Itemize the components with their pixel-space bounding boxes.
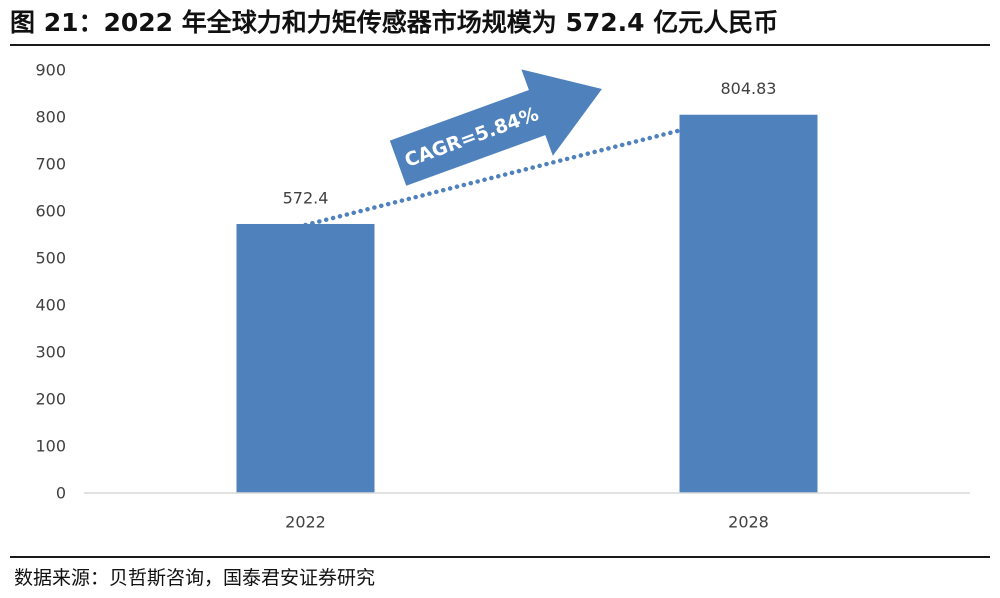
bars xyxy=(236,114,818,494)
y-tick-label: 900 xyxy=(35,61,66,80)
data-label: 572.4 xyxy=(283,188,329,207)
y-tick-label: 700 xyxy=(35,155,66,174)
y-tick-label: 200 xyxy=(35,390,66,409)
source-note: 数据来源：贝哲斯咨询，国泰君安证券研究 xyxy=(14,567,376,589)
cagr-arrow-shape xyxy=(389,69,602,186)
y-axis-ticks: 0 100 200 300 400 500 600 700 800 900 xyxy=(35,61,66,503)
data-label: 804.83 xyxy=(721,79,777,98)
y-tick-label: 300 xyxy=(35,343,66,362)
cagr-trend-line xyxy=(303,127,685,228)
y-tick-label: 100 xyxy=(35,437,66,456)
y-tick-label: 800 xyxy=(35,108,66,127)
bar-chart: 0 100 200 300 400 500 600 700 800 900 2022 2028 57… xyxy=(35,61,970,532)
source-rule xyxy=(10,556,990,558)
y-tick-label: 500 xyxy=(35,249,66,268)
y-tick-label: 600 xyxy=(35,202,66,221)
data-labels: 572.4 804.83 xyxy=(283,79,777,207)
y-tick-label: 0 xyxy=(56,484,66,503)
title-rule xyxy=(10,44,990,46)
figure-title: 图 21：2022 年全球力和力矩传感器市场规模为 572.4 亿元人民币 xyxy=(10,8,779,37)
y-tick-label: 400 xyxy=(35,296,66,315)
x-tick-label: 2022 xyxy=(285,513,326,532)
cagr-arrow: CAGR=5.84% xyxy=(389,69,602,186)
bar-2022 xyxy=(236,223,375,494)
x-axis-ticks: 2022 2028 xyxy=(285,513,769,532)
x-tick-label: 2028 xyxy=(728,513,769,532)
bar-2028 xyxy=(679,114,818,494)
